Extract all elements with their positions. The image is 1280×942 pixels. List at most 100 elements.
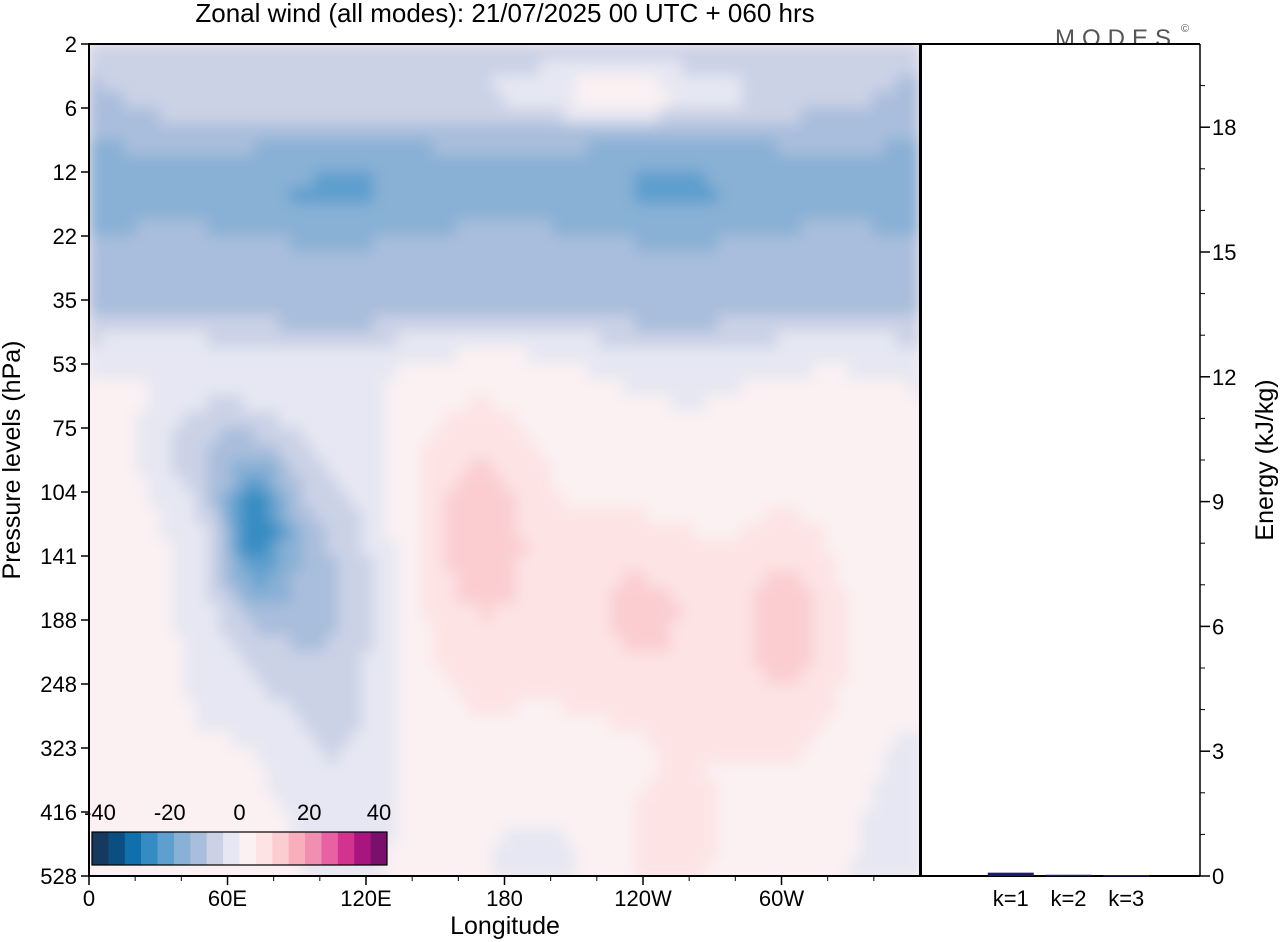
heatmap-cell xyxy=(278,699,292,717)
heatmap-cell xyxy=(266,155,280,173)
heatmap-cell xyxy=(836,507,850,525)
heatmap-cell xyxy=(848,267,862,285)
heatmap-cell xyxy=(587,619,600,637)
heatmap-cell xyxy=(753,155,767,173)
heatmap-cell xyxy=(563,283,577,301)
heatmap-cell xyxy=(254,619,268,637)
heatmap-cell xyxy=(836,571,850,589)
heatmap-cell xyxy=(147,171,161,189)
heatmap-cell xyxy=(290,667,304,685)
heatmap-cell xyxy=(622,363,636,381)
heatmap-cell xyxy=(812,283,826,301)
heatmap-cell xyxy=(444,555,458,573)
heatmap-cell xyxy=(207,107,221,125)
heatmap-cell xyxy=(515,411,529,429)
heatmap-cell xyxy=(290,251,304,269)
heatmap-cell xyxy=(195,475,209,493)
heatmap-cell xyxy=(492,331,505,349)
heatmap-cell xyxy=(717,635,731,653)
heatmap-cell xyxy=(409,507,422,525)
heatmap-cell xyxy=(598,523,612,541)
heatmap-cell xyxy=(872,315,885,333)
heatmap-cell xyxy=(634,411,648,429)
heatmap-cell xyxy=(872,171,885,189)
heatmap-cell xyxy=(266,523,280,541)
heatmap-cell xyxy=(693,619,707,637)
heatmap-cell xyxy=(812,107,826,125)
heatmap-cell xyxy=(765,779,779,797)
heatmap-cell xyxy=(219,715,232,733)
heatmap-cell xyxy=(219,763,232,781)
heatmap-cell xyxy=(254,267,268,285)
heatmap-cell xyxy=(598,715,612,733)
heatmap-cell xyxy=(100,315,114,333)
heatmap-cell xyxy=(325,779,339,797)
heatmap-cell xyxy=(895,683,909,701)
heatmap-cell xyxy=(480,827,494,845)
heatmap-cell xyxy=(729,683,743,701)
heatmap-cell xyxy=(634,715,648,733)
heatmap-cell xyxy=(219,475,232,493)
heatmap-cell xyxy=(290,171,304,189)
heatmap-cell xyxy=(515,363,529,381)
heatmap-cell xyxy=(741,315,755,333)
heatmap-cell xyxy=(539,731,553,749)
heatmap-cell xyxy=(622,331,636,349)
heatmap-cell xyxy=(147,667,161,685)
heatmap-cell xyxy=(824,475,838,493)
heatmap-cell xyxy=(705,523,719,541)
heatmap-cell xyxy=(836,155,850,173)
heatmap-cell xyxy=(575,459,589,477)
heatmap-cell xyxy=(729,571,743,589)
heatmap-cell xyxy=(765,859,779,876)
heatmap-cell xyxy=(800,827,814,845)
heatmap-cell xyxy=(729,507,743,525)
heatmap-cell xyxy=(432,635,446,653)
heatmap-cell xyxy=(432,443,446,461)
heatmap-cell xyxy=(135,347,149,365)
heatmap-cell xyxy=(836,411,850,429)
heatmap-cell xyxy=(219,747,232,765)
heatmap-cell xyxy=(812,635,826,653)
heatmap-cell xyxy=(444,779,458,797)
heatmap-cell xyxy=(112,555,126,573)
heatmap-cell xyxy=(266,379,280,397)
heatmap-cell xyxy=(325,235,339,253)
heatmap-cell xyxy=(563,171,577,189)
heatmap-cell xyxy=(598,203,612,221)
heatmap-cell xyxy=(824,75,838,93)
heatmap-cell xyxy=(278,747,292,765)
heatmap-cell xyxy=(539,411,553,429)
heatmap-cell xyxy=(397,683,411,701)
heatmap-cell xyxy=(848,219,862,237)
heatmap-cell xyxy=(195,347,209,365)
heatmap-cell xyxy=(610,267,624,285)
heatmap-cell xyxy=(788,267,802,285)
heatmap-cell xyxy=(907,763,920,781)
heatmap-cell xyxy=(788,443,802,461)
heatmap-cell xyxy=(112,331,126,349)
heatmap-cell xyxy=(468,267,482,285)
heatmap-cell xyxy=(753,44,767,61)
heatmap-cell xyxy=(824,235,838,253)
heatmap-cell xyxy=(658,75,672,93)
heatmap-cell xyxy=(266,107,280,125)
energy-tick-label: 9 xyxy=(1212,490,1224,515)
heatmap-cell xyxy=(147,59,161,77)
heatmap-cell xyxy=(266,44,280,61)
heatmap-cell xyxy=(515,795,529,813)
heatmap-cell xyxy=(219,539,232,557)
heatmap-cell xyxy=(907,379,920,397)
heatmap-cell xyxy=(741,379,755,397)
heatmap-cell xyxy=(504,155,517,173)
heatmap-cell xyxy=(480,635,494,653)
heatmap-cell xyxy=(314,283,327,301)
heatmap-cell xyxy=(89,235,102,253)
heatmap-cell xyxy=(171,411,185,429)
heatmap-cell xyxy=(207,331,221,349)
heatmap-cell xyxy=(598,171,612,189)
heatmap-cell xyxy=(135,427,149,445)
heatmap-cell xyxy=(895,619,909,637)
heatmap-cell xyxy=(812,603,826,621)
heatmap-cell xyxy=(860,91,874,109)
